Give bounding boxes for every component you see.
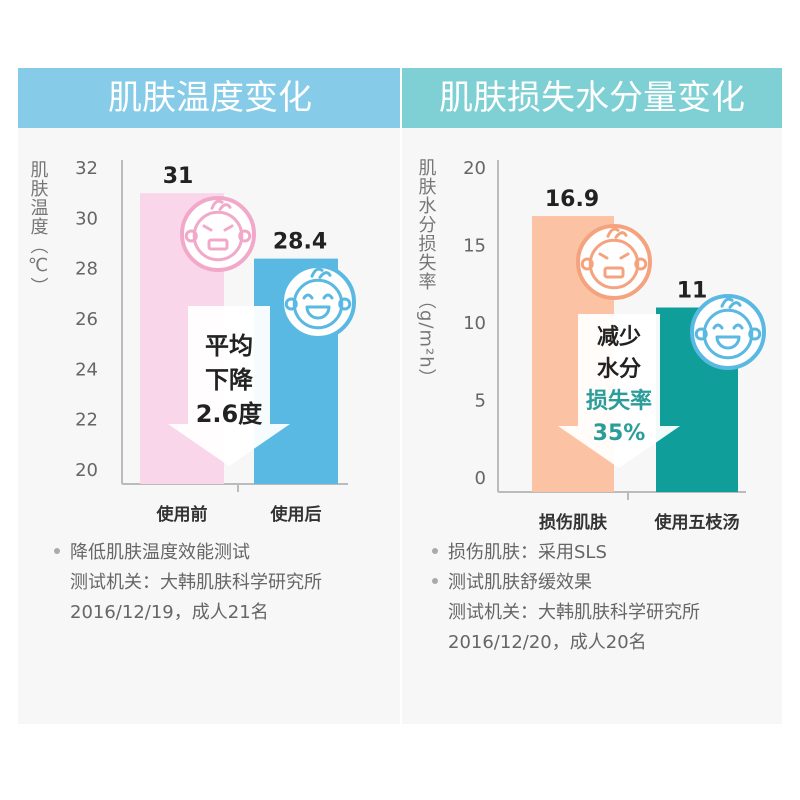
angry-baby-face-icon [576,224,652,300]
down-arrow-icon [558,314,680,468]
y-axis-label: 肌肤温度（℃） [28,160,49,296]
y-tick-label: 32 [75,158,98,179]
y-tick-label: 30 [75,208,98,229]
arrow-text-line: 下降 [205,366,254,394]
bullet-dot-icon [432,578,438,584]
bar-value-label: 28.4 [273,230,327,255]
happy-baby-face-icon [690,294,766,370]
water-loss-chart: 0 5 10 15 20 肌肤水分损失率（g/m²h） 16.9 损伤肌肤 11 使用五枝汤 减少水… [416,158,766,533]
y-tick-label: 15 [463,236,486,257]
arrow-text-line: 水分 [597,357,641,382]
panel-divider [400,68,402,724]
y-axis-label: 肌肤水分损失率（g/m²h） [416,158,437,388]
panel-title: 肌肤损失水分量变化 [402,68,782,128]
note-line: 测试机关：大韩肌肤科学研究所 [70,572,322,593]
y-tick-label: 20 [75,460,98,481]
note-bullet: 降低肌肤温度效能测试 [54,538,322,568]
bar-value-label: 16.9 [545,187,599,212]
sad-baby-face-icon [180,196,256,272]
y-tick-label: 26 [75,309,98,330]
note-bullet: 损伤肌肤：采用SLS [432,538,700,568]
y-tick-label: 28 [75,259,98,280]
bullet-dot-icon [432,548,438,554]
bar-value-label: 11 [677,279,708,304]
x-category-label: 使用前 [156,504,208,525]
y-tick-label: 5 [475,391,486,412]
arrow-text-line: 减少 [597,324,641,350]
arrow-text-line: 35% [593,421,646,446]
water-loss-panel: 肌肤损失水分量变化 0 5 10 15 20 肌肤水分损失率（g/m²h） 16.9 损伤肌肤… [402,68,782,724]
test-notes: 损伤肌肤：采用SLS 测试肌肤舒缓效果 测试机关：大韩肌肤科学研究所 2016/… [432,538,700,658]
note-line: 测试机关：大韩肌肤科学研究所 [448,602,700,623]
y-tick-label: 20 [463,158,486,179]
y-tick-label: 24 [75,359,98,380]
note-bullet: 测试肌肤舒缓效果 [432,568,700,598]
x-category-label: 使用五枝汤 [654,512,740,533]
panel-title: 肌肤温度变化 [18,68,402,128]
happy-baby-face-icon [280,264,356,340]
temperature-panel: 肌肤温度变化 20 22 24 26 28 30 32 肌肤温度（℃） 31 使用前 28.4 使用后… [18,68,402,724]
bullet-dot-icon [54,548,60,554]
bar-value-label: 31 [163,164,194,189]
x-category-label: 损伤肌肤 [539,512,608,533]
y-tick-label: 22 [75,410,98,431]
note-line: 2016/12/20，成人20名 [448,632,647,653]
arrow-text-line: 平均 [205,332,253,360]
arrow-text-line: 2.6度 [196,400,264,428]
down-arrow-icon [168,306,290,466]
y-tick-label: 10 [463,313,486,334]
test-notes: 降低肌肤温度效能测试 测试机关：大韩肌肤科学研究所 2016/12/19，成人2… [54,538,322,628]
arrow-text-line: 损失率 [586,388,652,414]
y-tick-label: 0 [475,468,486,489]
x-category-label: 使用后 [270,504,322,525]
note-line: 2016/12/19，成人21名 [70,602,269,623]
